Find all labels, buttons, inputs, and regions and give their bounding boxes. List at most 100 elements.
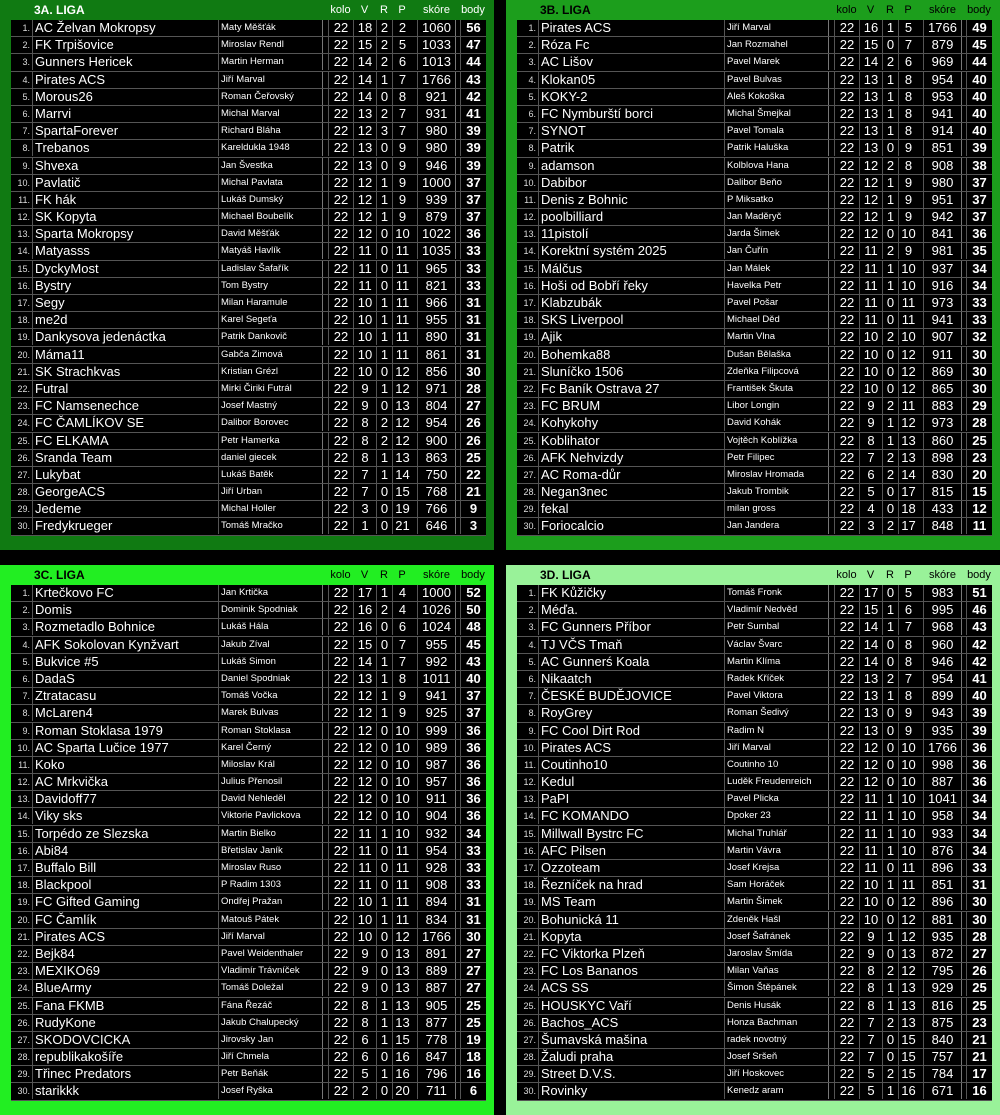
table-row[interactable]: 30. Foriocalcio Jan Jandera 22 3 2 17 848 11 [517, 518, 992, 536]
table-row[interactable]: 16. Bystry Tom Bystry 22 11 0 11 821 33 [11, 277, 486, 295]
table-row[interactable]: 3. Gunners Hericek Martin Herman 22 14 2 6 1013… [11, 54, 486, 72]
table-row[interactable]: 20. Máma11 Gabča Zimová 22 10 1 11 861 31 [11, 346, 486, 364]
table-row[interactable]: 3. FC Gunners Příbor Petr Sumbal 22 14 1 7 968 4… [517, 619, 992, 637]
table-row[interactable]: 16. AFC Pilsen Martin Vávra 22 11 1 10 876 34 [517, 842, 992, 860]
table-row[interactable]: 24. ACS SS Šimon Štěpánek 22 8 1 13 929 25 [517, 980, 992, 998]
table-row[interactable]: 7. Ztratacasu Tomáš Vočka 22 12 1 9 941 37 [11, 688, 486, 706]
table-row[interactable]: 17. Segy Milan Haramule 22 10 1 11 966 31 [11, 295, 486, 313]
table-row[interactable]: 8. McLaren4 Marek Bulvas 22 12 1 9 925 37 [11, 705, 486, 723]
table-row[interactable]: 16. Abi84 Břetislav Janík 22 11 0 11 954 33 [11, 842, 486, 860]
table-row[interactable]: 2. Méďa. Vladimír Nedvěd 22 15 1 6 995 46 [517, 602, 992, 620]
table-row[interactable]: 6. DadaS Daniel Spodniak 22 13 1 8 1011 40 [11, 670, 486, 689]
table-row[interactable]: 24. FC ČAMLÍKOV SE Dalibor Borovec 22 8 2 12 95… [11, 415, 486, 433]
table-row[interactable]: 27. Lukybat Lukáš Batěk 22 7 1 14 750 22 [11, 466, 486, 485]
table-row[interactable]: 7. ČESKÉ BUDĚJOVICE Pavel Viktora 22 13 1 8 899… [517, 688, 992, 706]
table-row[interactable]: 13. Davidoff77 David Nehleděl 22 12 0 10 911 36 [11, 791, 486, 809]
table-row[interactable]: 28. GeorgeACS Jiří Urban 22 7 0 15 768 21 [11, 484, 486, 502]
table-row[interactable]: 17. Ozzoteam Josef Krejsa 22 11 0 11 896 33 [517, 860, 992, 878]
table-row[interactable]: 8. Patrik Patrik Haluška 22 13 0 9 851 39 [517, 140, 992, 158]
table-row[interactable]: 28. Žaludi praha Josef Sršeň 22 7 0 15 757 21 [517, 1049, 992, 1067]
table-row[interactable]: 25. Koblihator Vojtěch Koblížka 22 8 1 13 860 25 [517, 432, 992, 450]
table-row[interactable]: 14. Viky sks Viktorie Pavlickova 22 12 0 10 904… [11, 808, 486, 826]
table-row[interactable]: 17. Buffalo Bill Miroslav Ruso 22 11 0 11 928 33 [11, 860, 486, 878]
table-row[interactable]: 10. Pirates ACS Jiří Marval 22 12 0 10 1766 36 [517, 739, 992, 757]
table-row[interactable]: 2. Domis Dominik Spodniak 22 16 2 4 1026 50 [11, 602, 486, 620]
table-row[interactable]: 29. Street D.V.S. Jiří Hoskovec 22 5 2 15 784 17 [517, 1066, 992, 1084]
table-row[interactable]: 20. Bohunická 11 Zdeněk Hašl 22 10 0 12 881 30 [517, 911, 992, 929]
table-row[interactable]: 3. AC Lišov Pavel Marek 22 14 2 6 969 44 [517, 54, 992, 72]
table-row[interactable]: 21. SK Strachkvas Kristian Grézl 22 10 0 12 856… [11, 363, 486, 381]
table-row[interactable]: 26. AFK Nehvizdy Petr Filipec 22 7 2 13 898 23 [517, 449, 992, 467]
table-row[interactable]: 21. Kopyta Josef Šafránek 22 9 1 12 935 28 [517, 928, 992, 946]
table-row[interactable]: 6. Nikaatch Radek Kříček 22 13 2 7 954 41 [517, 670, 992, 689]
table-row[interactable]: 23. FC BRUM Libor Longin 22 9 2 11 883 29 [517, 398, 992, 416]
table-row[interactable]: 4. TJ VČS Tmaň Václav Švarc 22 14 0 8 960 42 [517, 636, 992, 654]
table-row[interactable]: 3. Rozmetadlo Bohnice Lukáš Hála 22 16 0 6 1024… [11, 619, 486, 637]
table-row[interactable]: 15. Málčus Jan Málek 22 11 1 10 937 34 [517, 260, 992, 278]
table-row[interactable]: 15. DyckyMost Ladislav Šafařík 22 11 0 11 965 33 [11, 260, 486, 278]
table-row[interactable]: 2. FK Trpišovice Miroslav Rendl 22 15 2 5 1033 4… [11, 37, 486, 55]
table-row[interactable]: 4. Pirates ACS Jiří Marval 22 14 1 7 1766 43 [11, 71, 486, 89]
table-row[interactable]: 21. Sluníčko 1506 Zdeňka Filipcová 22 10 0 12 8… [517, 363, 992, 381]
table-row[interactable]: 10. Dabibor Dalibor Beňo 22 12 1 9 980 37 [517, 174, 992, 192]
table-row[interactable]: 23. FC Namsenechce Josef Mastný 22 9 0 13 804 27 [11, 398, 486, 416]
table-row[interactable]: 28. republikakošíře Jiří Chmela 22 6 0 16 847 18 [11, 1049, 486, 1067]
table-row[interactable]: 12. Kedul Luděk Freudenreich 22 12 0 10 887 36 [517, 774, 992, 792]
table-row[interactable]: 29. Třinec Predators Petr Beňák 22 5 1 16 796 16 [11, 1066, 486, 1084]
table-row[interactable]: 13. PaPI Pavel Plicka 22 11 1 10 1041 34 [517, 791, 992, 809]
table-row[interactable]: 16. Hoši od Bobří řeky Havelka Petr 22 11 1 10… [517, 277, 992, 295]
table-row[interactable]: 17. Klabzubák Pavel Pošar 22 11 0 11 973 33 [517, 295, 992, 313]
table-row[interactable]: 30. Rovinky Kenedz aram 22 5 1 16 671 16 [517, 1083, 992, 1101]
table-row[interactable]: 1. Krtečkovo FC Jan Krtička 22 17 1 4 1000 52 [11, 585, 486, 603]
table-row[interactable]: 30. Fredykrueger Tomáš Mračko 22 1 0 21 646 3 [11, 518, 486, 536]
table-row[interactable]: 19. MS Team Martin Šimek 22 10 0 12 896 30 [517, 894, 992, 912]
table-row[interactable]: 18. SKS Liverpool Michael Děd 22 11 0 11 941 33 [517, 312, 992, 330]
table-row[interactable]: 27. SKODOVCICKA Jirovsky Jan 22 6 1 15 778 19 [11, 1031, 486, 1050]
table-row[interactable]: 15. Torpédo ze Slezska Martin Bielko 22 11 1 1… [11, 825, 486, 843]
table-row[interactable]: 20. Bohemka88 Dušan Bělaška 22 10 0 12 911 30 [517, 346, 992, 364]
table-row[interactable]: 29. fekal milan gross 22 4 0 18 433 12 [517, 501, 992, 519]
table-row[interactable]: 25. Fana FKMB Fána Řezáč 22 8 1 13 905 25 [11, 997, 486, 1015]
table-row[interactable]: 23. MEXIKO69 Vladimír Trávníček 22 9 0 13 889 27 [11, 963, 486, 981]
table-row[interactable]: 25. FC ELKAMA Petr Hamerka 22 8 2 12 900 26 [11, 432, 486, 450]
table-row[interactable]: 22. Fc Baník Ostrava 27 František Škuta 22 1… [517, 380, 992, 399]
table-row[interactable]: 10. Pavlatič Michal Pavlata 22 12 1 9 1000 37 [11, 174, 486, 192]
table-row[interactable]: 22. Bejk84 Pavel Weidenthaler 22 9 0 13 891 27 [11, 945, 486, 964]
table-row[interactable]: 12. SK Kopyta Michael Boubelík 22 12 1 9 879 37 [11, 209, 486, 227]
table-row[interactable]: 7. SpartaForever Richard Bláha 22 12 3 7 980 39 [11, 123, 486, 141]
table-row[interactable]: 11. FK hák Lukáš Dumský 22 12 1 9 939 37 [11, 191, 486, 210]
table-row[interactable]: 24. BlueArmy Tomáš Doležal 22 9 0 13 887 27 [11, 980, 486, 998]
table-row[interactable]: 1. FK Kůžičky Tomáš Fronk 22 17 0 5 983 51 [517, 585, 992, 603]
table-row[interactable]: 8. Trebanos Kareldukla 1948 22 13 0 9 980 39 [11, 140, 486, 158]
table-row[interactable]: 14. Matyasss Matyáš Havlík 22 11 0 11 1035 33 [11, 243, 486, 261]
table-row[interactable]: 10. AC Sparta Lučice 1977 Karel Černý 22 12 0… [11, 739, 486, 757]
table-row[interactable]: 9. Roman Stoklasa 1979 Roman Stoklasa 22 12 0… [11, 722, 486, 740]
table-row[interactable]: 18. me2d Karel Segeťa 22 10 1 11 955 31 [11, 312, 486, 330]
table-row[interactable]: 27. AC Roma-důr Miroslav Hromada 22 6 2 14 830 2… [517, 466, 992, 485]
table-row[interactable]: 14. Korektní systém 2025 Jan Čuřín 22 11 2 9 98… [517, 243, 992, 261]
table-row[interactable]: 13. Sparta Mokropsy David Měšťák 22 12 0 10 102… [11, 226, 486, 244]
table-row[interactable]: 9. FC Cool Dirt Rod Radim N 22 13 0 9 935 39 [517, 722, 992, 740]
table-row[interactable]: 2. Róza Fc Jan Rozmahel 22 15 0 7 879 45 [517, 37, 992, 55]
table-row[interactable]: 22. Futral Mirki Čiriki Futrál 22 9 1 12 971 28 [11, 380, 486, 399]
table-row[interactable]: 21. Pirates ACS Jiří Marval 22 10 0 12 1766 30 [11, 928, 486, 946]
table-row[interactable]: 19. FC Gifted Gaming Ondřej Pražan 22 10 1 11 8… [11, 894, 486, 912]
table-row[interactable]: 11. Coutinho10 Coutinho 10 22 12 0 10 998 36 [517, 756, 992, 775]
table-row[interactable]: 19. Dankysova jedenáctka Patrik Dankovič 22… [11, 329, 486, 347]
table-row[interactable]: 23. FC Los Bananos Milan Vaňas 22 8 2 12 795 26 [517, 963, 992, 981]
table-row[interactable]: 5. AC Gunnerś Koala Martin Klíma 22 14 0 8 946 4… [517, 653, 992, 671]
table-row[interactable]: 25. HOUSKYC Vaří Denis Husák 22 8 1 13 816 25 [517, 997, 992, 1015]
table-row[interactable]: 18. Řezníček na hrad Sam Horáček 22 10 1 11 851… [517, 877, 992, 895]
table-row[interactable]: 29. Jedeme Michal Holler 22 3 0 19 766 9 [11, 501, 486, 519]
table-row[interactable]: 1. AC Želvan Mokropsy Maty Měšťák 22 18 2 2 106… [11, 20, 486, 38]
table-row[interactable]: 7. SYNOT Pavel Tomala 22 13 1 8 914 40 [517, 123, 992, 141]
table-row[interactable]: 28. Negan3nec Jakub Trombik 22 5 0 17 815 15 [517, 484, 992, 502]
table-row[interactable]: 4. AFK Sokolovan Kynžvart Jakub Zíval 22 15 0… [11, 636, 486, 654]
table-row[interactable]: 20. FC Čamlík Matouš Pátek 22 10 1 11 834 31 [11, 911, 486, 929]
table-row[interactable]: 6. Marrvi Michal Marval 22 13 2 7 931 41 [11, 105, 486, 124]
table-row[interactable]: 26. Bachos_ACS Honza Bachman 22 7 2 13 875 23 [517, 1014, 992, 1032]
table-row[interactable]: 5. Morous26 Roman Čeřovský 22 14 0 8 921 42 [11, 88, 486, 106]
table-row[interactable]: 5. KOKY-2 Aleš Kokoška 22 13 1 8 953 40 [517, 88, 992, 106]
table-row[interactable]: 22. FC Viktorka Plzeň Jaroslav Šmída 22 9 0 13… [517, 945, 992, 964]
table-row[interactable]: 4. Klokan05 Pavel Bulvas 22 13 1 8 954 40 [517, 71, 992, 89]
